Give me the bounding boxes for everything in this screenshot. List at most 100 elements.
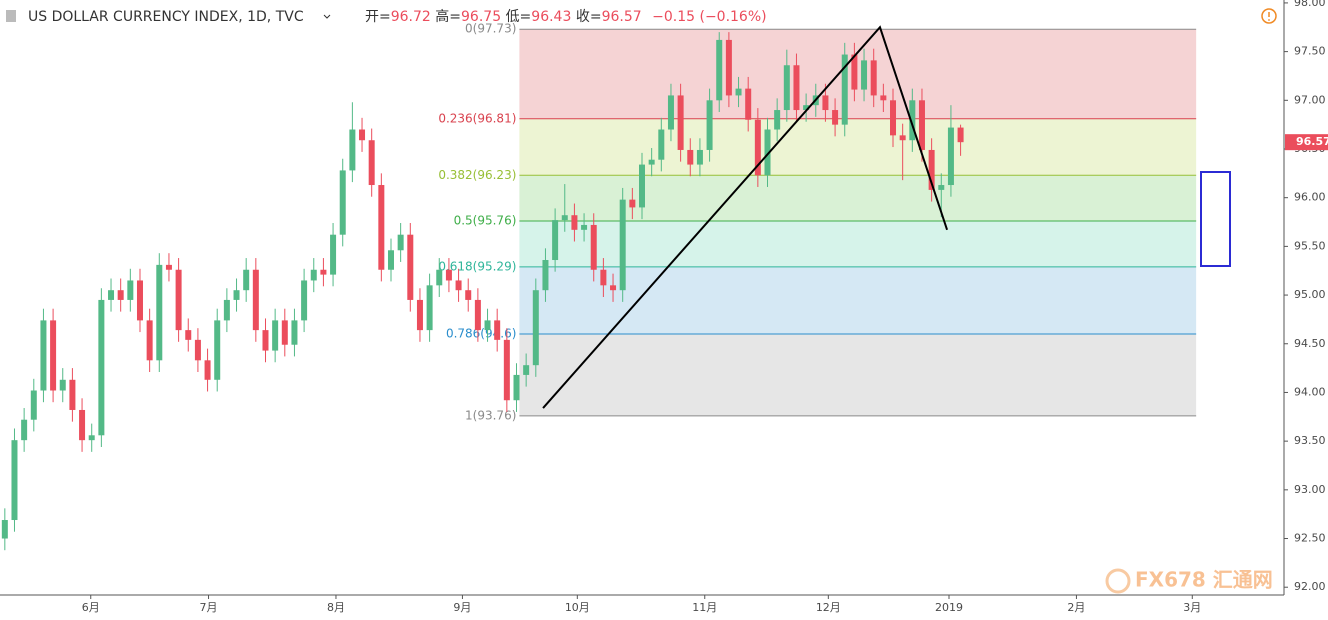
candle-body	[194, 339, 201, 361]
ohlc-legend: 开=96.72 高=96.75 低=96.43 收=96.57 −0.15 (−…	[365, 8, 767, 25]
candle-body	[648, 159, 655, 165]
candle-body	[301, 280, 308, 321]
candle-body	[513, 374, 520, 401]
candle-body	[706, 100, 713, 150]
candle-body	[764, 129, 771, 176]
x-tick-label: 7月	[200, 601, 218, 614]
symbol-icon	[6, 10, 16, 22]
x-tick-label: 9月	[453, 601, 471, 614]
candle-body	[465, 290, 472, 300]
candle-body	[50, 320, 57, 391]
candle-body	[783, 65, 790, 111]
candle-body	[832, 110, 839, 125]
watermark: FX678 汇通网	[1135, 568, 1273, 592]
candle-body	[416, 299, 423, 331]
candle-body	[716, 39, 723, 101]
candle-body	[426, 285, 433, 331]
last-price-box	[1285, 134, 1328, 151]
candle-body	[928, 149, 935, 190]
ohlc-label: 收=	[576, 9, 602, 25]
candle-body	[368, 140, 375, 186]
fib-label: 0.5(95.76)	[454, 214, 517, 228]
candle-body	[310, 269, 317, 281]
candle-body	[523, 365, 530, 375]
candle-body	[600, 269, 607, 286]
fib-band	[519, 334, 1197, 416]
y-tick-label: 95.50	[1294, 239, 1326, 252]
fib-label: 0(97.73)	[465, 22, 516, 36]
candle-body	[407, 234, 414, 300]
candle-body	[542, 260, 549, 291]
candle-body	[484, 320, 491, 331]
alert-icon-dot	[1268, 19, 1270, 21]
y-tick-label: 94.50	[1294, 337, 1326, 350]
candle-body	[658, 129, 665, 160]
candle-body	[822, 95, 829, 111]
candle-body	[30, 390, 37, 420]
y-tick-label: 96.00	[1294, 191, 1326, 204]
candle-body	[677, 95, 684, 150]
candle-body	[378, 185, 385, 270]
y-tick-label: 92.00	[1294, 580, 1326, 593]
candle-body	[851, 54, 858, 90]
y-tick-label: 97.50	[1294, 45, 1326, 58]
change-label: −0.15 (−0.16%)	[652, 9, 766, 25]
candle-body	[619, 199, 626, 291]
candle-body	[861, 60, 868, 90]
candle-body	[754, 119, 761, 176]
candle-body	[349, 129, 356, 171]
candle-body	[590, 224, 597, 270]
candle-body	[252, 269, 259, 331]
x-tick-label: 11月	[692, 601, 717, 614]
x-tick-label: 8月	[327, 601, 345, 614]
candle-body	[687, 149, 694, 165]
y-tick-label: 94.00	[1294, 385, 1326, 398]
candle-body	[561, 215, 568, 221]
y-tick-label: 93.50	[1294, 434, 1326, 447]
candle-body	[436, 269, 443, 286]
y-tick-label: 98.00	[1294, 0, 1326, 9]
ohlc-value: 96.57	[602, 9, 642, 25]
candle-body	[108, 290, 115, 300]
candle-body	[455, 280, 462, 291]
candle-body	[803, 105, 810, 111]
candle-body	[330, 234, 337, 275]
candle-body	[841, 54, 848, 125]
fib-band	[519, 29, 1197, 119]
candle-body	[880, 95, 887, 101]
ohlc-value: 96.75	[461, 9, 501, 25]
candle-body	[938, 185, 945, 190]
x-tick-label: 10月	[565, 601, 590, 614]
candle-body	[204, 360, 211, 380]
candle-body	[98, 299, 105, 436]
candle-body	[918, 100, 925, 150]
candle-body	[243, 269, 250, 291]
candle-body	[571, 215, 578, 230]
candle-body	[146, 320, 153, 361]
candle-body	[165, 264, 172, 270]
x-tick-label: 2019	[935, 601, 963, 614]
candle-body	[156, 264, 163, 361]
alert-icon[interactable]	[1261, 8, 1277, 24]
candle-body	[503, 339, 510, 401]
last-price-label: 96.57	[1296, 135, 1328, 148]
dropdown-icon[interactable]	[323, 14, 331, 19]
fib-band	[519, 118, 1197, 176]
x-tick-label: 6月	[82, 601, 100, 614]
x-tick-label: 3月	[1183, 601, 1201, 614]
candle-body	[387, 250, 394, 270]
candle-body	[233, 290, 240, 300]
candle-body	[281, 320, 288, 345]
fib-band	[519, 266, 1197, 335]
candle-body	[581, 224, 588, 230]
candle-body	[69, 379, 76, 410]
candle-body	[899, 135, 906, 141]
x-tick-label: 2月	[1067, 601, 1085, 614]
candle-body	[136, 280, 143, 321]
candle-body	[532, 290, 539, 366]
candle-body	[359, 129, 366, 141]
candle-body	[185, 330, 192, 340]
range-box	[1200, 171, 1231, 267]
